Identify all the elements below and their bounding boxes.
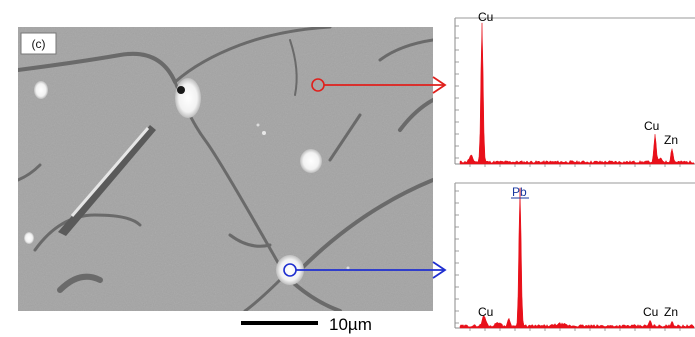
peak-label: Pb — [512, 185, 527, 199]
peak-label: Cu — [643, 305, 658, 319]
peak-label: Cu — [644, 119, 659, 133]
panel-label-box — [20, 32, 57, 55]
scale-bar-label: 10µm — [329, 315, 372, 334]
peak-label: Cu — [478, 10, 493, 24]
panel-label: (c) — [32, 37, 46, 51]
elongated-inclusion — [58, 125, 156, 236]
bright-particle — [175, 78, 201, 118]
marker-arrowhead — [432, 76, 447, 94]
bright-particle — [300, 149, 322, 173]
peak-label: Zn — [664, 305, 678, 319]
spectrum-bottom: Pb Cu Cu Zn — [454, 182, 695, 331]
sem-micrograph — [18, 27, 433, 311]
spectrum-top-curve — [459, 22, 695, 165]
spectrum-top: Cu Cu Zn — [454, 10, 695, 167]
marker-arrowhead — [432, 261, 447, 279]
analysis-marker-top — [311, 76, 447, 94]
bright-particle — [34, 81, 48, 99]
bright-particle — [24, 232, 34, 244]
peak-label: Cu — [478, 305, 493, 319]
bright-particle-pb — [276, 255, 304, 285]
grain-boundaries — [18, 27, 433, 311]
spectrum-bottom-curve — [459, 187, 695, 329]
analysis-marker-bottom — [283, 261, 447, 279]
peak-label: Zn — [664, 133, 678, 147]
